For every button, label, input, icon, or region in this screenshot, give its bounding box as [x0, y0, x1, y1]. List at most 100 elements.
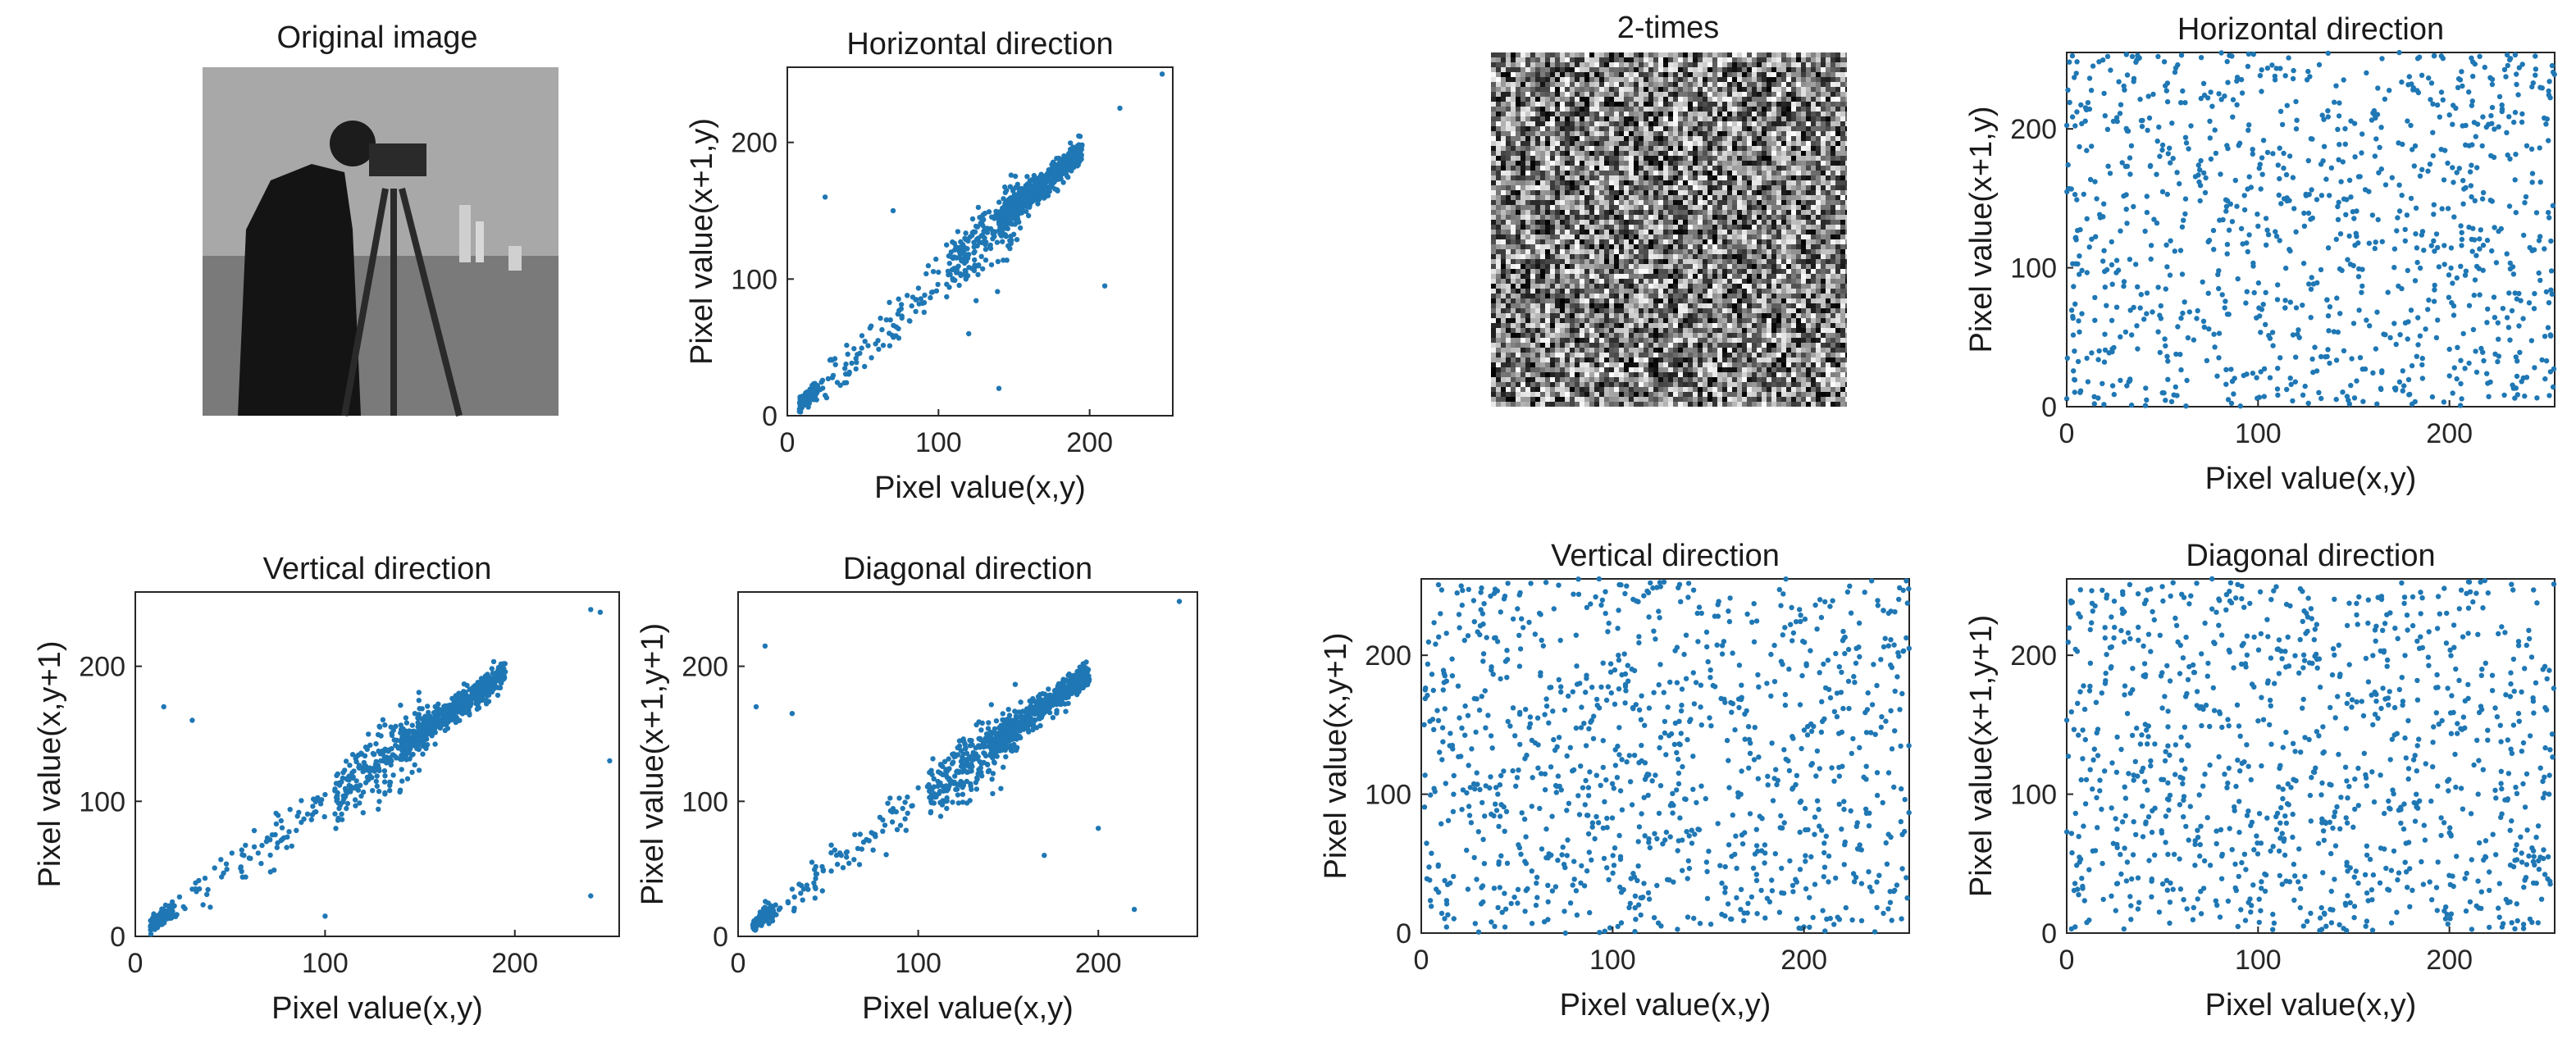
scatter-point — [937, 813, 944, 819]
scatter-point — [2485, 380, 2491, 386]
scatter-point — [1753, 843, 1760, 849]
scatter-point — [2459, 243, 2464, 248]
scatter-point — [2263, 289, 2268, 295]
scatter-point — [1897, 585, 1903, 591]
scatter-point — [1745, 900, 1751, 907]
scatter-point — [883, 852, 889, 858]
scatter-point — [2438, 89, 2445, 95]
scatter-point — [2379, 239, 2385, 244]
scatter-point — [1436, 634, 1442, 640]
scatter-point — [2254, 375, 2259, 380]
scatter-point — [336, 780, 342, 786]
scatter-point — [909, 303, 914, 309]
scatter-point — [2548, 287, 2554, 293]
scatter-point — [1662, 718, 1668, 725]
scatter-point — [2454, 170, 2460, 175]
scatter-point — [382, 790, 388, 796]
scatter-point — [2446, 346, 2452, 353]
scatter-point — [1803, 853, 1808, 858]
scatter-point — [1421, 804, 1428, 810]
scatter-point — [398, 722, 404, 728]
scatter-point — [2425, 307, 2431, 312]
scatter-point — [2109, 383, 2116, 389]
scatter-point — [2144, 194, 2150, 199]
scatter-point — [1466, 763, 1471, 768]
scatter-point — [1609, 815, 1616, 821]
scatter-point — [1534, 715, 1541, 721]
scatter-point — [1495, 904, 1501, 911]
scatter-point — [2092, 179, 2098, 184]
scatter-point — [1016, 733, 1023, 740]
scatter-point — [1906, 809, 1912, 816]
scatter-point — [1493, 801, 1498, 807]
y-axis-label: Pixel value(x+1,y) — [685, 118, 719, 365]
scatter-point — [1839, 826, 1844, 832]
scatter-point — [2261, 366, 2268, 371]
scatter-point — [2091, 401, 2097, 407]
scatter-point — [2327, 360, 2332, 367]
scatter-point — [1605, 684, 1612, 690]
scatter-point — [1431, 726, 1437, 732]
scatter-point — [939, 802, 946, 808]
scatter-point — [1866, 869, 1872, 875]
scatter-point — [877, 814, 883, 820]
scatter-point — [452, 704, 458, 709]
scatter-point — [2211, 247, 2217, 253]
scatter-point — [2077, 143, 2082, 150]
scatter-point — [1037, 704, 1044, 710]
scatter-point — [849, 360, 855, 367]
scatter-point — [2177, 248, 2184, 253]
scatter-point — [1479, 694, 1485, 699]
scatter-point — [1688, 717, 1694, 722]
scatter-point — [2196, 179, 2202, 185]
scatter-point — [1754, 911, 1760, 917]
scatter-point — [1798, 612, 1803, 618]
scatter-point — [337, 803, 343, 808]
scatter-point — [2274, 386, 2281, 392]
scatter-point — [1029, 699, 1035, 704]
scatter-point — [299, 819, 304, 826]
scatter-point — [1573, 632, 1580, 638]
scatter-point — [495, 667, 501, 673]
scatter-point — [2359, 266, 2365, 272]
scatter-point — [2430, 130, 2436, 135]
scatter-point — [1585, 831, 1592, 837]
scatter-point — [1730, 650, 1735, 656]
scatter-point — [2370, 110, 2376, 116]
scatter-point — [2281, 150, 2286, 157]
scatter-point — [2407, 391, 2413, 398]
scatter-point — [1904, 578, 1909, 584]
scatter-point — [174, 912, 180, 918]
scatter-point — [1867, 810, 1872, 816]
scatter-point — [1451, 873, 1457, 880]
scatter-point — [2543, 289, 2550, 295]
y-tick-label: 100 — [682, 786, 728, 817]
scatter-point — [1610, 870, 1616, 877]
scatter-point — [1585, 793, 1592, 799]
scatter-point — [1587, 909, 1593, 916]
scatter-point — [2542, 376, 2548, 382]
scatter-point — [1621, 651, 1627, 657]
scatter-point — [1501, 768, 1507, 774]
scatter-point — [1013, 184, 1019, 190]
scatter-point — [869, 323, 874, 329]
scatter-point — [387, 779, 393, 786]
scatter-point — [2217, 217, 2223, 223]
scatter-point — [2323, 176, 2329, 182]
scatter-point — [2277, 355, 2283, 361]
scatter-point — [239, 847, 244, 853]
scatter-point — [1445, 817, 1452, 823]
scatter-point — [2454, 376, 2460, 382]
scatter-point — [2164, 191, 2170, 198]
scatter-point — [453, 717, 458, 724]
scatter-point — [2136, 55, 2142, 61]
scatter-point — [1055, 681, 1062, 687]
scatter-point — [2485, 306, 2491, 312]
scatter-point — [855, 352, 860, 357]
scatter-point — [2212, 344, 2218, 350]
scatter-point — [789, 711, 796, 717]
scatter-point — [1717, 863, 1723, 868]
y-tick-label: 100 — [731, 264, 777, 295]
scatter-point — [2125, 128, 2131, 134]
scatter-point — [1492, 923, 1498, 930]
